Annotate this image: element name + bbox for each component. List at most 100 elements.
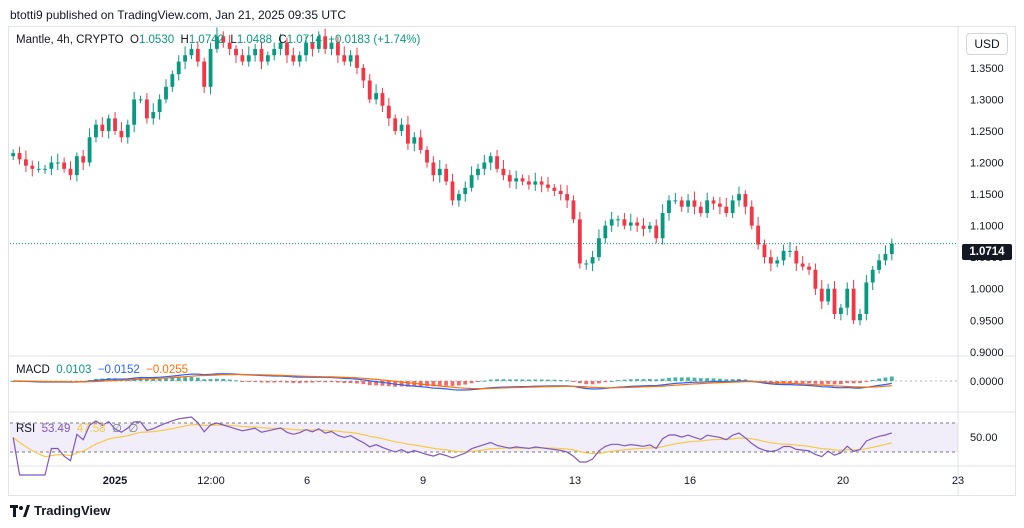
candle-body xyxy=(310,42,315,49)
macd-histogram-bar xyxy=(743,379,748,381)
macd-histogram-bar xyxy=(355,381,359,384)
candle-body xyxy=(176,61,181,75)
candle-body xyxy=(342,55,347,62)
candle-body xyxy=(826,288,831,302)
macd-histogram-bar xyxy=(87,379,92,381)
macd-histogram-bar xyxy=(11,381,16,382)
candle-body xyxy=(393,118,398,131)
candle-body xyxy=(259,48,264,62)
candle-body xyxy=(768,257,773,264)
rsi-ma-value: 47.58 xyxy=(76,423,106,435)
candle-body xyxy=(348,55,353,62)
candle-body xyxy=(246,55,251,62)
candle-body xyxy=(418,137,423,150)
macd-histogram-bar xyxy=(800,381,805,384)
candle-body xyxy=(399,124,404,131)
candle-body xyxy=(667,200,671,214)
rsi-band xyxy=(10,423,958,452)
candle-body xyxy=(635,222,640,226)
macd-histogram-bar xyxy=(673,377,678,381)
macd-histogram-bar xyxy=(590,381,595,385)
macd-histogram-bar xyxy=(195,377,200,381)
candle-body xyxy=(622,219,627,226)
macd-histogram-bar xyxy=(189,376,194,381)
candle-body xyxy=(412,137,417,144)
macd-histogram-bar xyxy=(877,378,881,381)
candle-body xyxy=(609,219,614,226)
candle-body xyxy=(157,99,162,113)
candle-body xyxy=(577,219,582,264)
macd-histogram-bar xyxy=(348,381,353,384)
macd-histogram-bar xyxy=(367,381,372,386)
macd-histogram-bar xyxy=(240,381,245,382)
candle-body xyxy=(81,156,86,163)
macd-histogram-bar xyxy=(870,379,875,381)
macd-histogram-bar xyxy=(628,379,633,381)
candle-body xyxy=(552,187,557,191)
macd-histogram-bar xyxy=(654,379,659,381)
macd-histogram-bar xyxy=(227,379,232,381)
candle-body xyxy=(431,162,436,176)
macd-histogram-bar xyxy=(526,379,531,381)
candle-body xyxy=(11,153,16,157)
macd-histogram-bar xyxy=(170,377,175,381)
candle-body xyxy=(17,153,22,160)
macd-histogram-bar xyxy=(380,381,385,386)
macd-histogram-bar xyxy=(864,381,869,382)
candle-body xyxy=(355,55,359,68)
candle-body xyxy=(234,48,238,56)
macd-name: MACD xyxy=(16,364,50,376)
time-tick-label: 9 xyxy=(420,475,426,487)
tradingview-logo-icon xyxy=(10,504,30,517)
candle-body xyxy=(654,225,659,239)
candle-body xyxy=(240,55,245,62)
candle-body xyxy=(125,124,130,138)
price-tick-label: 1.1500 xyxy=(970,189,1004,201)
macd-histogram-bar xyxy=(813,381,818,384)
macd-histogram-bar xyxy=(463,381,468,385)
macd-histogram-bar xyxy=(514,379,519,381)
candle-body xyxy=(215,36,219,49)
candle-body xyxy=(74,156,79,176)
macd-histogram-bar xyxy=(246,381,251,382)
macd-histogram-bar xyxy=(304,381,308,383)
candle-body xyxy=(87,137,92,163)
macd-histogram-bar xyxy=(272,381,277,383)
candle-body xyxy=(488,156,493,163)
candle-body xyxy=(253,48,258,56)
candle-body xyxy=(851,288,856,321)
price-tick-label: 0.9000 xyxy=(970,347,1004,359)
candle-body xyxy=(221,36,226,43)
candle-body xyxy=(571,200,576,220)
macd-histogram-bar xyxy=(259,381,264,383)
candle-body xyxy=(800,263,805,267)
time-tick-label: 12:00 xyxy=(197,475,225,487)
candle-body xyxy=(361,67,366,81)
candle-body xyxy=(819,288,824,302)
candle-body xyxy=(533,181,538,185)
currency-button[interactable]: USD xyxy=(966,33,1008,55)
time-tick-label: 23 xyxy=(952,475,964,487)
candle-body xyxy=(495,156,499,169)
footer-brand[interactable]: TradingView xyxy=(10,503,110,518)
candle-body xyxy=(189,48,194,56)
macd-histogram-bar xyxy=(361,381,366,385)
macd-histogram-bar xyxy=(807,381,811,384)
macd-histogram-bar xyxy=(609,380,614,382)
candle-body xyxy=(265,55,270,62)
macd-histogram-bar xyxy=(265,381,270,383)
macd-histogram-bar xyxy=(730,379,735,381)
macd-histogram-bar xyxy=(316,381,321,383)
candle-body xyxy=(507,175,512,182)
candle-body xyxy=(889,243,894,255)
candle-body xyxy=(603,225,608,239)
candle-body xyxy=(692,200,697,207)
candle-body xyxy=(546,184,550,188)
candle-body xyxy=(813,269,818,289)
candle-body xyxy=(151,112,156,119)
rsi-tick-label: 50.00 xyxy=(970,432,998,444)
macd-histogram-bar xyxy=(883,377,888,381)
candle-body xyxy=(788,250,792,252)
published-header: btotti9 published on TradingView.com, Ja… xyxy=(10,8,346,22)
